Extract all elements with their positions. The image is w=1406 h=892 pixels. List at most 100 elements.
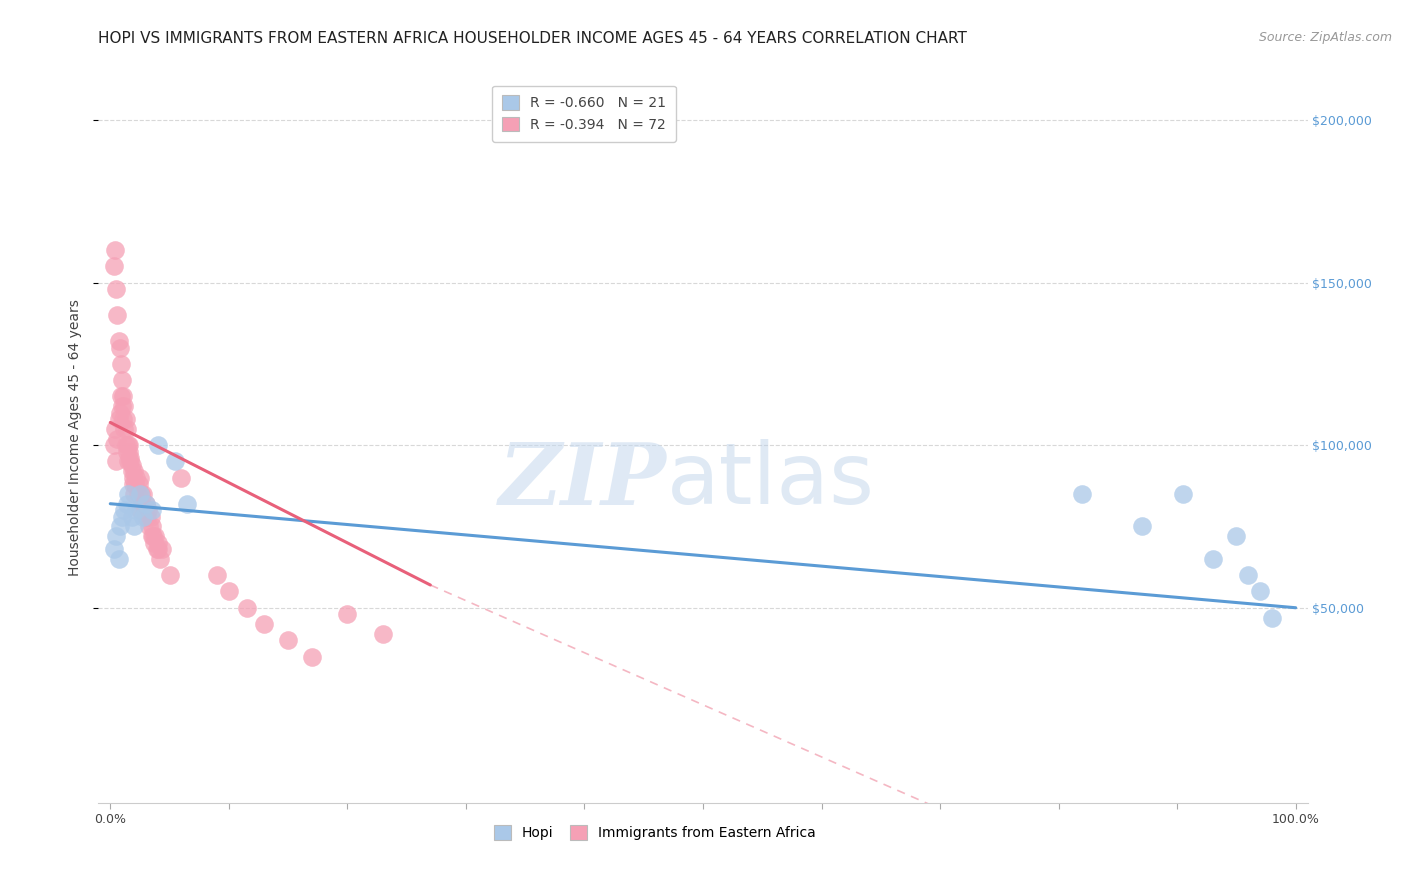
Point [114,412,136,426]
Point [114,399,136,413]
Point [205,568,228,582]
Point [146,542,169,557]
Point [145,542,167,557]
Point [121,458,143,472]
Point [301,649,323,664]
Point [159,568,181,582]
Point [165,454,187,468]
Point [143,535,166,549]
Point [218,584,240,599]
Point [136,509,159,524]
Point [122,487,145,501]
Point [176,497,198,511]
Point [277,633,299,648]
Point [114,503,136,517]
Point [146,535,169,549]
Point [1202,552,1225,566]
Point [134,503,156,517]
Point [114,438,136,452]
Point [121,464,143,478]
Point [142,529,165,543]
Point [105,529,128,543]
Point [105,432,128,446]
Point [121,509,143,524]
Point [1249,584,1271,599]
Point [336,607,359,622]
Legend: Hopi, Immigrants from Eastern Africa: Hopi, Immigrants from Eastern Africa [486,818,823,847]
Point [108,519,131,533]
Point [136,503,159,517]
Point [138,519,160,533]
Text: Source: ZipAtlas.com: Source: ZipAtlas.com [1258,31,1392,45]
Point [253,617,276,632]
Point [118,438,141,452]
Point [129,471,152,485]
Point [114,422,136,436]
Point [111,399,134,413]
Text: HOPI VS IMMIGRANTS FROM EASTERN AFRICA HOUSEHOLDER INCOME AGES 45 - 64 YEARS COR: HOPI VS IMMIGRANTS FROM EASTERN AFRICA H… [98,31,967,46]
Point [139,509,162,524]
Point [122,464,145,478]
Point [112,412,135,426]
Point [235,600,257,615]
Point [170,471,193,485]
Point [117,438,139,452]
Point [125,471,148,485]
Point [105,454,128,468]
Point [152,542,174,557]
Point [111,373,134,387]
Point [146,438,169,452]
Point [125,503,148,517]
Point [149,552,172,566]
Point [128,477,150,491]
Point [120,454,142,468]
Point [103,438,125,452]
Point [132,487,155,501]
Point [1237,568,1260,582]
Point [1261,610,1284,624]
Point [117,487,139,501]
Point [129,503,152,517]
Point [131,497,153,511]
Point [107,552,129,566]
Point [117,454,139,468]
Point [141,503,163,517]
Point [105,282,128,296]
Point [129,487,152,501]
Point [1071,487,1094,501]
Point [115,444,138,458]
Point [371,626,394,640]
Point [104,243,127,257]
Point [110,389,132,403]
Point [124,477,146,491]
Point [111,509,134,524]
Point [118,444,141,458]
Point [112,389,135,403]
Point [129,487,152,501]
Point [135,509,157,524]
Point [105,308,128,322]
Point [122,519,145,533]
Text: atlas: atlas [666,440,875,523]
Point [115,497,138,511]
Point [120,451,142,466]
Point [121,471,143,485]
Point [132,509,155,524]
Point [104,422,127,436]
Point [107,334,129,348]
Point [1130,519,1153,533]
Point [127,487,149,501]
Point [143,529,166,543]
Point [135,497,157,511]
Point [121,477,143,491]
Text: ZIP: ZIP [499,439,666,523]
Point [110,357,132,371]
Point [103,260,125,274]
Point [135,497,157,511]
Point [141,519,163,533]
Point [1225,529,1247,543]
Point [115,422,138,436]
Y-axis label: Householder Income Ages 45 - 64 years: Householder Income Ages 45 - 64 years [69,299,83,575]
Point [108,406,131,420]
Point [1171,487,1194,501]
